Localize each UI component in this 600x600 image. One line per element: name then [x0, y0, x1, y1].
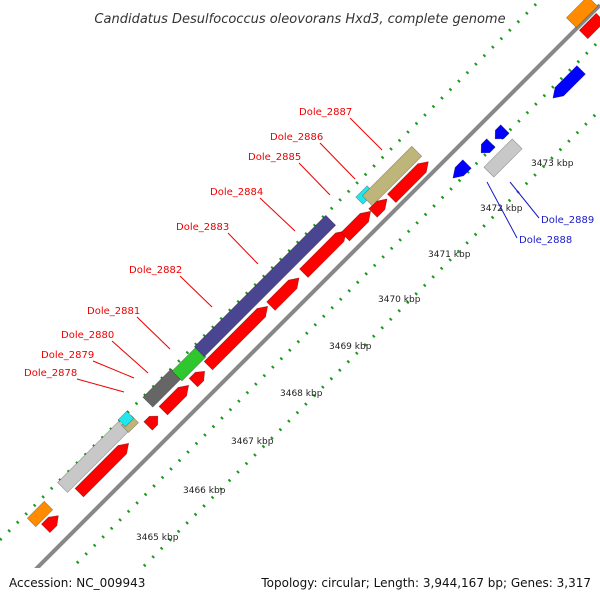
- gene-label-forward: Dole_2886: [270, 132, 323, 143]
- forward-gene-11: [386, 161, 429, 204]
- gene-label-forward: Dole_2883: [176, 222, 229, 233]
- gene-label-forward: Dole_2884: [210, 187, 263, 198]
- gene-label-forward: Dole_2882: [129, 265, 182, 276]
- footer-background: [0, 568, 600, 600]
- cog-block-cyan-small: [117, 410, 135, 428]
- forward-gene-5: [188, 370, 206, 388]
- forward-gene-9: [340, 210, 372, 242]
- gene-label-forward: Dole_2879: [41, 350, 94, 361]
- scale-tick-label: 3473 kbp: [531, 159, 574, 169]
- forward-gene-1: [40, 515, 59, 534]
- scale-tick-label: 3468 kbp: [280, 389, 323, 399]
- label-leader-line: [136, 316, 171, 350]
- label-leader-line: [92, 360, 135, 379]
- label-leader-line: [298, 162, 331, 196]
- scale-tick-label: 3470 kbp: [378, 295, 421, 305]
- cog-block-green: [171, 346, 207, 382]
- gene-label-forward: Dole_2887: [299, 107, 352, 118]
- genome-summary-text: Topology: circular; Length: 3,944,167 bp…: [260, 576, 591, 590]
- reverse-gene-4: [480, 138, 496, 154]
- scale-tick-label: 3466 kbp: [183, 486, 226, 496]
- gene-label-forward: Dole_2881: [87, 306, 140, 317]
- label-leader-line: [179, 275, 213, 308]
- gene-label-forward: Dole_2880: [61, 330, 114, 341]
- label-leader-line: [259, 197, 296, 232]
- cog-block-orange: [26, 500, 54, 528]
- gene-labels-layer: Dole_2878 Dole_2879 Dole_2880 Dole_2881 Dole…: [24, 107, 594, 393]
- gene-label-forward: Dole_2878: [24, 368, 77, 379]
- gene-label-reverse: Dole_2889: [541, 215, 594, 226]
- map-title: Candidatus Desulfococcus oleovorans Hxd3…: [94, 12, 505, 27]
- scale-tick-label: 3469 kbp: [329, 342, 372, 352]
- cog-block-orange-edge: [565, 0, 599, 29]
- forward-gene-3: [143, 415, 159, 431]
- label-leader-line: [486, 181, 518, 239]
- reverse-gene-1: [552, 65, 586, 99]
- label-leader-line: [319, 142, 356, 180]
- cog-block-khaki: [361, 145, 423, 207]
- scale-tick-label: 3471 kbp: [428, 250, 471, 260]
- gene-label-reverse: Dole_2888: [519, 235, 572, 246]
- label-leader-line: [349, 117, 383, 151]
- label-leader-line: [227, 232, 259, 265]
- genome-backbone: [2, 3, 600, 600]
- cog-block-purple: [193, 214, 337, 358]
- forward-gene-4: [158, 384, 190, 416]
- scale-tick-label: 3467 kbp: [231, 437, 274, 447]
- forward-gene-7: [266, 277, 300, 311]
- reverse-gene-3: [494, 124, 510, 140]
- label-leader-line: [509, 181, 540, 219]
- grid-dotted-line-3: [108, 108, 600, 600]
- forward-gene-2: [74, 442, 130, 498]
- forward-gene-6: [203, 305, 269, 371]
- accession-text: Accession: NC_009943: [9, 576, 145, 590]
- forward-gene-edge: [578, 12, 600, 40]
- gene-label-forward: Dole_2885: [248, 152, 301, 163]
- label-leader-line: [76, 378, 125, 393]
- grid-dotted-line-2: [58, 38, 600, 582]
- label-leader-line: [111, 340, 149, 374]
- scale-tick-label: 3465 kbp: [136, 533, 179, 543]
- reverse-gene-2: [452, 159, 472, 179]
- cog-block-lightgray-inner: [483, 138, 523, 178]
